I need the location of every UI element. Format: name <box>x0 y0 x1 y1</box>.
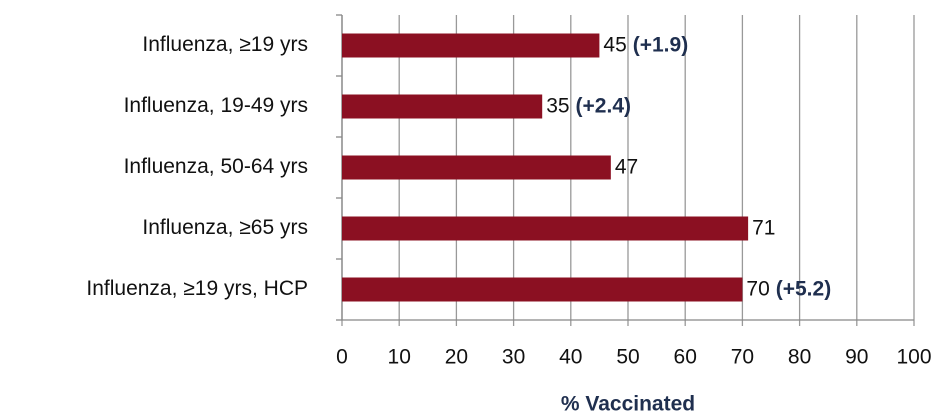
bar <box>342 155 611 180</box>
bar <box>342 216 749 241</box>
x-axis-title: % Vaccinated <box>561 393 695 416</box>
x-tick-label: 100 <box>896 346 931 369</box>
annotation: (+2.4) <box>576 94 631 117</box>
data-label: 47 <box>615 155 638 178</box>
y-tick-label: Influenza, ≥19 yrs, HCP <box>86 277 308 300</box>
bar <box>342 94 543 119</box>
y-tick-label: Influenza, ≥19 yrs <box>142 33 308 56</box>
value-label: 70 <box>746 277 769 300</box>
x-tick-label: 10 <box>388 346 411 369</box>
x-tick-label: 50 <box>616 346 639 369</box>
y-tick-label: Influenza, ≥65 yrs <box>142 216 308 239</box>
x-tick-label: 30 <box>502 346 525 369</box>
data-label: 45 (+1.9) <box>603 33 688 56</box>
value-label: 47 <box>615 155 638 178</box>
bar <box>342 277 743 302</box>
annotation: (+5.2) <box>776 277 831 300</box>
x-tick-label: 20 <box>445 346 468 369</box>
y-tick-label: Influenza, 19-49 yrs <box>124 94 308 117</box>
annotation: (+1.9) <box>633 33 688 56</box>
x-tick-label: 40 <box>559 346 582 369</box>
data-label: 71 <box>752 216 775 239</box>
x-tick-label: 60 <box>674 346 697 369</box>
value-label: 71 <box>752 216 775 239</box>
x-tick-label: 90 <box>845 346 868 369</box>
x-tick-label: 70 <box>731 346 754 369</box>
data-label: 35 (+2.4) <box>546 94 631 117</box>
value-label: 35 <box>546 94 569 117</box>
value-label: 45 <box>603 33 626 56</box>
y-tick-label: Influenza, 50-64 yrs <box>124 155 308 178</box>
x-tick-label: 0 <box>336 346 348 369</box>
bar <box>342 33 600 58</box>
x-tick-label: 80 <box>788 346 811 369</box>
data-label: 70 (+5.2) <box>746 277 831 300</box>
